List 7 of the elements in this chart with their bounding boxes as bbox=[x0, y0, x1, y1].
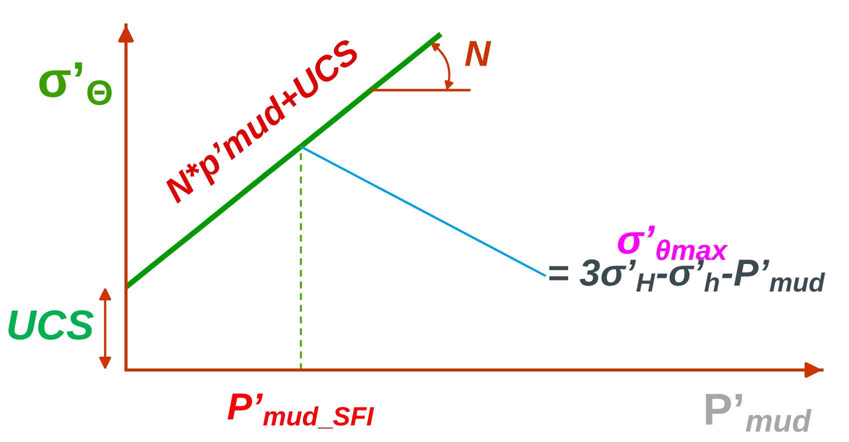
text: P’$_{mud_SFI}$ bbox=[228, 394, 374, 429]
text: UCS bbox=[8, 310, 94, 340]
annotation: = 3σ’$_{H}$-σ’$_{h}$-P’$_{mud}$ bbox=[549, 259, 826, 292]
y-axis-title: σ’$_{Θ}$ bbox=[39, 62, 112, 106]
x-axis-title: P’$_{mud}$ bbox=[706, 394, 812, 432]
series-label: σ’$_{θmax}$ bbox=[618, 226, 728, 260]
annotation: N bbox=[465, 41, 492, 66]
